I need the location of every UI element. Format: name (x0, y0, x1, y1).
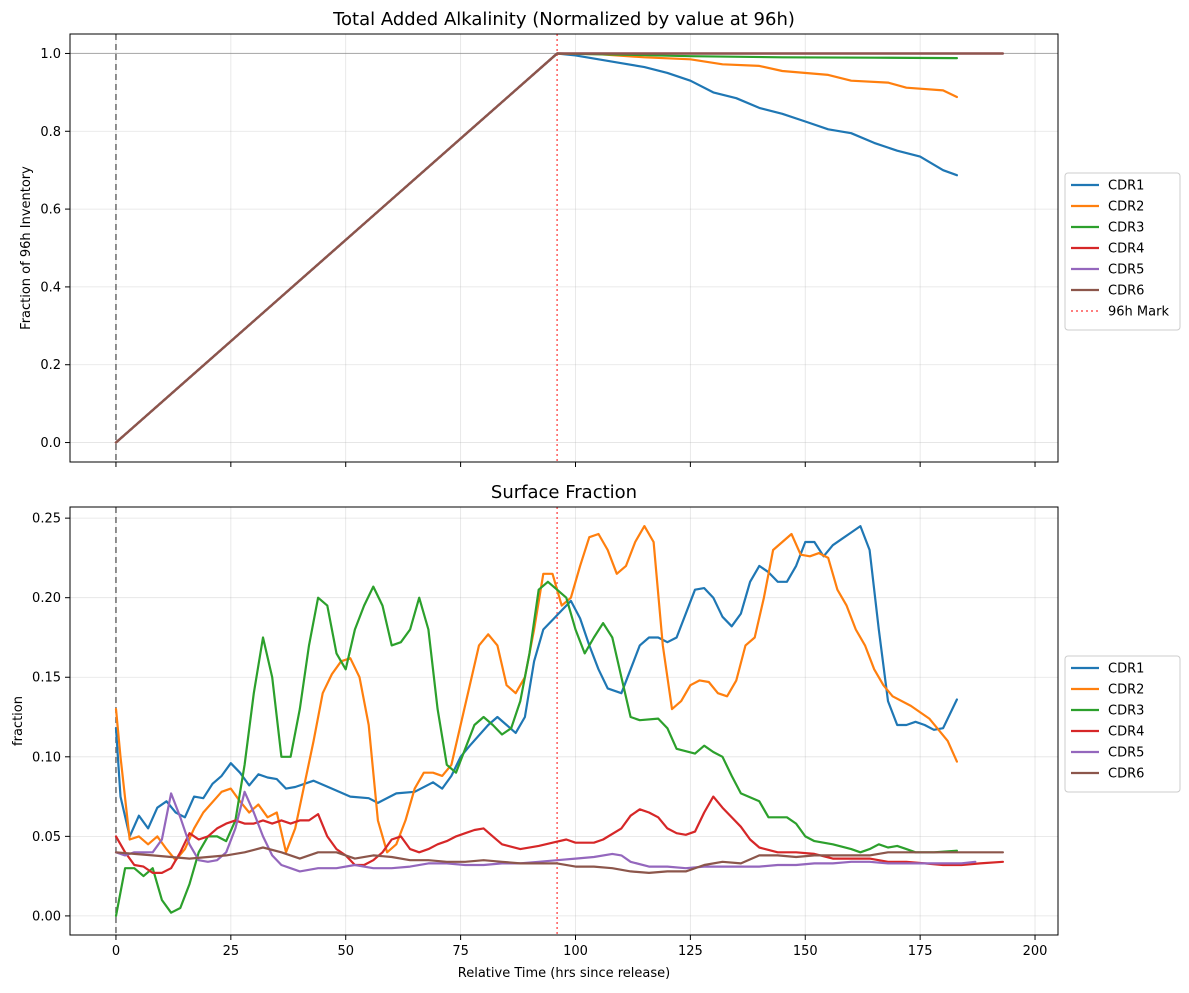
surface-fraction-x-tick-label: 75 (452, 944, 469, 959)
surface-fraction-series-cdr6 (114, 846, 1004, 874)
alkalinity-legend-label: CDR2 (1108, 200, 1144, 215)
surface-fraction-y-tick-label: 0.25 (32, 512, 61, 527)
surface-fraction-axes (69, 506, 1059, 936)
alkalinity-y-tick-label: 0.4 (40, 280, 61, 295)
surface-fraction-y-tick-label: 0.20 (32, 591, 61, 606)
alkalinity-y-tick-label: 0.6 (40, 203, 61, 218)
surface-fraction-x-tick-label: 0 (112, 944, 120, 959)
surface-fraction-series-cdr3 (114, 580, 958, 917)
alkalinity-y-tick-label: 0.0 (40, 436, 61, 451)
surface-fraction-y-tick-label: 0.05 (32, 830, 61, 845)
surface-fraction-legend-label: CDR4 (1108, 725, 1144, 740)
alkalinity-legend-label: CDR6 (1108, 284, 1144, 299)
alkalinity-legend: CDR1 CDR2 CDR3 CDR4 CDR5 CDR6 96h Mark (1064, 172, 1181, 331)
surface-fraction-y-tick-label: 0.15 (32, 671, 61, 686)
surface-fraction-series (114, 525, 1004, 917)
surface-fraction-legend-label: CDR3 (1108, 704, 1144, 719)
alkalinity-grid (70, 34, 1058, 462)
alkalinity-axes (69, 33, 1059, 463)
surface-fraction-panel: Surface Fraction fraction Relative Time … (11, 482, 1181, 981)
surface-fraction-ticks: 0 25 50 75 100 125 150 175 200 0.00 0.05 0.10 0.15 0.… (32, 512, 1047, 959)
surface-fraction-title: Surface Fraction (491, 482, 637, 503)
x-axis-label: Relative Time (hrs since release) (458, 966, 670, 981)
surface-fraction-x-tick-label: 200 (1023, 944, 1048, 959)
surface-fraction-x-tick-label: 125 (678, 944, 703, 959)
surface-fraction-series-cdr5 (114, 790, 977, 873)
alkalinity-title: Total Added Alkalinity (Normalized by va… (332, 9, 795, 30)
alkalinity-panel: Total Added Alkalinity (Normalized by va… (19, 9, 1181, 467)
surface-fraction-x-tick-label: 150 (793, 944, 818, 959)
alkalinity-y-tick-label: 0.2 (40, 358, 61, 373)
surface-fraction-x-tick-label: 100 (563, 944, 588, 959)
alkalinity-ticks: 0.0 0.2 0.4 0.6 0.8 1.0 (40, 47, 1036, 467)
surface-fraction-y-tick-label: 0.00 (32, 909, 61, 924)
alkalinity-series-cdr6 (114, 52, 1004, 444)
alkalinity-y-tick-label: 1.0 (40, 47, 61, 62)
surface-fraction-legend-label: CDR5 (1108, 746, 1144, 761)
surface-fraction-series-cdr4 (114, 795, 1004, 874)
alkalinity-series-cdr1 (114, 52, 958, 444)
alkalinity-legend-label: CDR4 (1108, 242, 1144, 257)
surface-fraction-series-cdr1 (114, 525, 958, 838)
alkalinity-y-tick-label: 0.8 (40, 125, 61, 140)
alkalinity-y-axis-label: Fraction of 96h Inventory (19, 166, 34, 330)
surface-fraction-grid (70, 507, 1058, 935)
alkalinity-legend-label: CDR5 (1108, 263, 1144, 278)
surface-fraction-legend-label: CDR1 (1108, 662, 1144, 677)
alkalinity-series (114, 52, 1004, 444)
alkalinity-legend-label: CDR1 (1108, 179, 1144, 194)
surface-fraction-axes-frame (69, 506, 1059, 936)
surface-fraction-x-tick-label: 25 (223, 944, 240, 959)
surface-fraction-x-tick-label: 175 (908, 944, 933, 959)
surface-fraction-legend-label: CDR6 (1108, 767, 1144, 782)
surface-fraction-y-axis-label: fraction (11, 696, 26, 746)
alkalinity-axes-frame (69, 33, 1059, 463)
alkalinity-legend-label: 96h Mark (1108, 305, 1169, 320)
surface-fraction-y-tick-label: 0.10 (32, 750, 61, 765)
alkalinity-legend-label: CDR3 (1108, 221, 1144, 236)
surface-fraction-legend: CDR1 CDR2 CDR3 CDR4 CDR5 CDR6 (1064, 655, 1181, 793)
surface-fraction-legend-label: CDR2 (1108, 683, 1144, 698)
surface-fraction-x-tick-label: 50 (337, 944, 354, 959)
